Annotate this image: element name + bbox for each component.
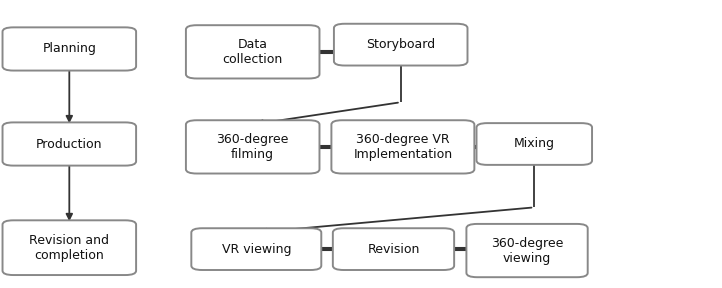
Text: Data
collection: Data collection <box>222 38 283 66</box>
FancyBboxPatch shape <box>466 224 588 277</box>
Text: Production: Production <box>36 137 103 151</box>
FancyBboxPatch shape <box>477 123 592 165</box>
FancyBboxPatch shape <box>191 228 321 270</box>
Text: Planning: Planning <box>43 42 96 56</box>
FancyBboxPatch shape <box>186 120 319 173</box>
FancyBboxPatch shape <box>186 25 319 79</box>
Text: Storyboard: Storyboard <box>366 38 435 51</box>
Text: 360-degree VR
Implementation: 360-degree VR Implementation <box>353 133 453 161</box>
Text: Mixing: Mixing <box>514 137 554 151</box>
FancyBboxPatch shape <box>333 228 454 270</box>
Text: 360-degree
viewing: 360-degree viewing <box>491 236 563 265</box>
Text: Revision and
completion: Revision and completion <box>30 234 109 262</box>
Text: 360-degree
filming: 360-degree filming <box>217 133 289 161</box>
Text: VR viewing: VR viewing <box>222 242 291 256</box>
FancyBboxPatch shape <box>331 120 474 173</box>
Text: Revision: Revision <box>367 242 419 256</box>
FancyBboxPatch shape <box>3 27 136 71</box>
FancyBboxPatch shape <box>334 24 468 66</box>
FancyBboxPatch shape <box>3 122 136 166</box>
FancyBboxPatch shape <box>3 220 136 275</box>
